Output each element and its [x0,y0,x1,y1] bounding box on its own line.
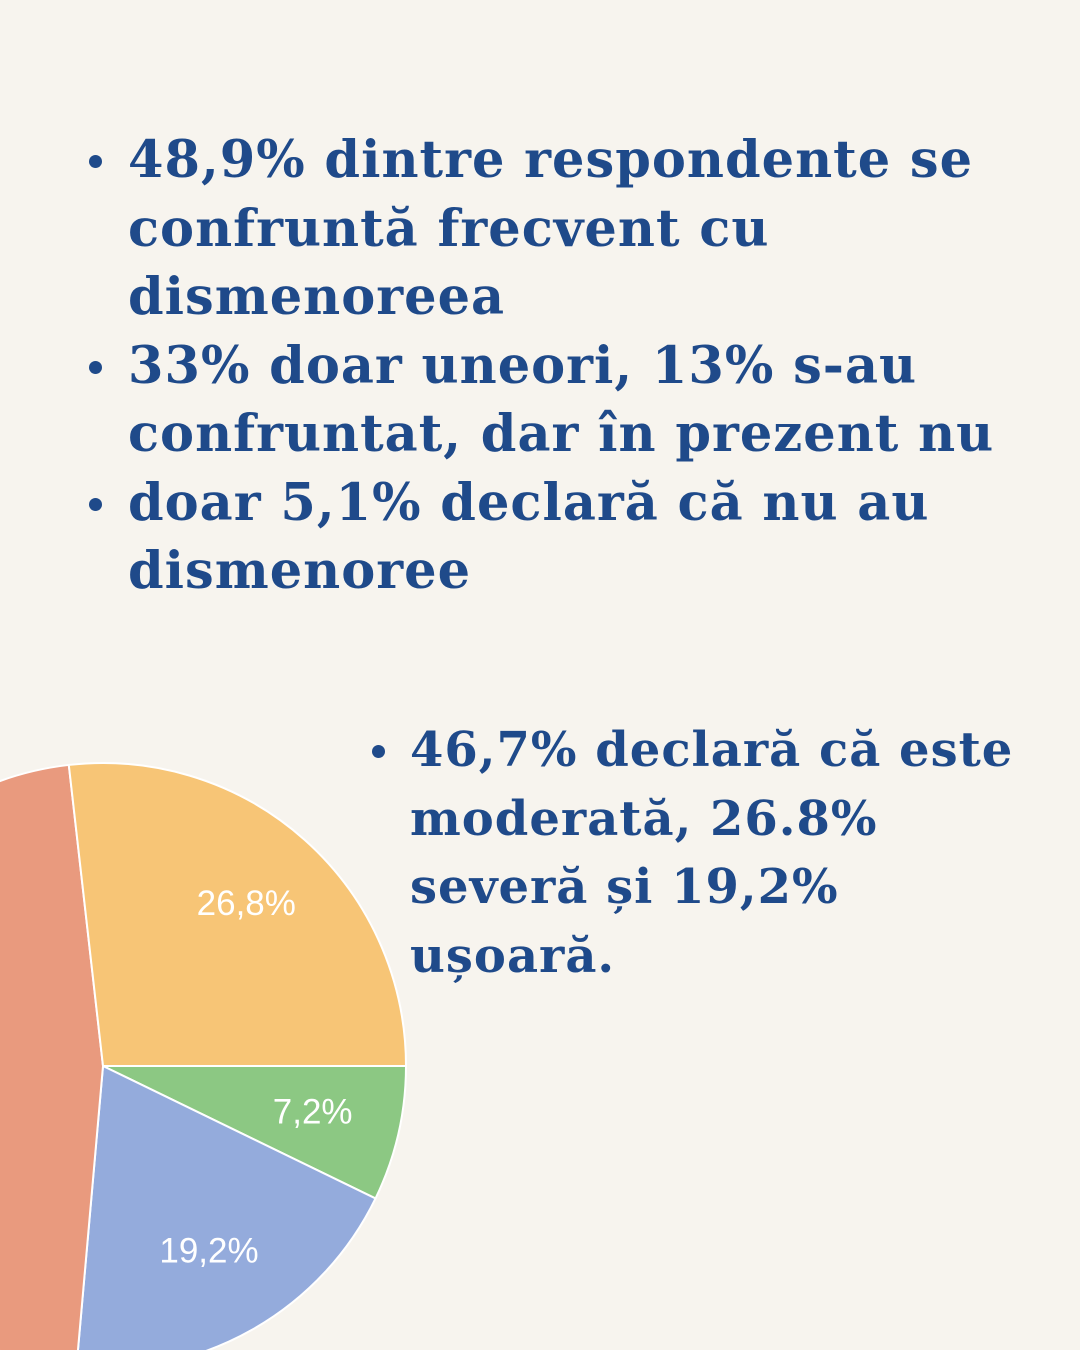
pie-slice [67,762,408,1067]
bullet-text: 46,7% declară că este moderată, 26.8% se… [410,722,1014,984]
side-bullet-list: 46,7% declară că este moderată, 26.8% se… [372,716,1050,990]
pie-slice-label: 26,8% [197,884,296,923]
bullet-text: 48,9% dintre respondente se confruntă fr… [128,130,974,327]
bullet-text: doar 5,1% declară că nu au dismenoree [128,472,930,602]
pie-slice [102,1065,408,1200]
bullet-dot [372,745,385,758]
bullet-item: 46,7% declară că este moderată, 26.8% se… [372,716,1050,990]
bullet-dot [89,360,102,374]
pie-slice [76,1064,377,1350]
pie-slice-label: 19,2% [159,1231,258,1270]
bullet-item: 33% doar uneori, 13% s-au confruntat, da… [89,332,1028,469]
bullet-item: doar 5,1% declară că nu au dismenoree [89,469,1028,606]
bullet-dot [89,497,102,511]
top-bullet-list: 48,9% dintre respondente se confruntă fr… [89,126,1028,606]
bullet-dot [89,155,102,168]
bullet-text: 33% doar uneori, 13% s-au confruntat, da… [128,335,995,465]
pie-slice-label: 7,2% [273,1092,353,1131]
bullet-item: 48,9% dintre respondente se confruntă fr… [89,126,1028,332]
pie-slice [0,763,105,1350]
